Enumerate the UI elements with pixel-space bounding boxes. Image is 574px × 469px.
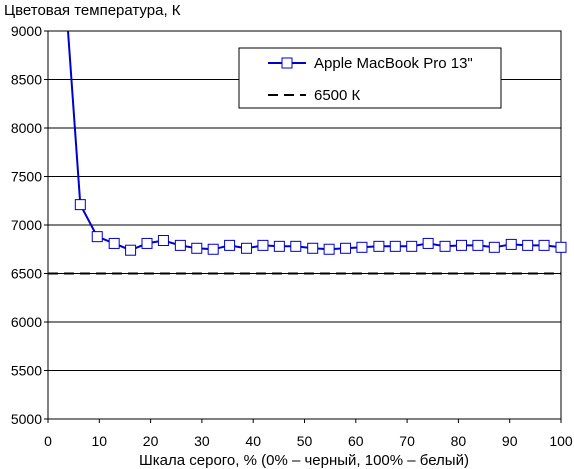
- x-axis: 0 10 20 30 40 50 60 70 80 90 100: [44, 419, 573, 449]
- data-point: [422, 237, 434, 249]
- data-point: [241, 242, 253, 254]
- y-tick-label: 8000: [11, 120, 42, 136]
- x-tick-label: 50: [297, 433, 313, 449]
- x-tick-label: 100: [549, 433, 573, 449]
- x-tick-label: 20: [143, 433, 159, 449]
- legend-swatch-main-marker: [281, 57, 293, 69]
- data-point: [290, 240, 302, 252]
- legend: Apple MacBook Pro 13" 6500 К: [238, 47, 502, 109]
- plot-area-border: [47, 30, 562, 420]
- data-point: [224, 239, 236, 251]
- data-point: [455, 239, 467, 251]
- data-point: [538, 239, 550, 251]
- data-point: [174, 239, 186, 251]
- data-point: [406, 240, 418, 252]
- data-point: [141, 237, 153, 249]
- y-axis: 5000 5500 6000 6500 7000 7500 8000 8500 9000: [11, 23, 48, 427]
- y-tick-label: 9000: [11, 23, 42, 39]
- data-point: [472, 239, 484, 251]
- data-point: [157, 235, 169, 247]
- legend-label-ref: 6500 К: [314, 87, 361, 104]
- data-point: [273, 240, 285, 252]
- y-axis-title: Цветовая температура, К: [4, 2, 181, 19]
- data-point: [389, 240, 401, 252]
- x-tick-label: 60: [348, 433, 364, 449]
- x-tick-label: 0: [44, 433, 52, 449]
- y-tick-label: 7000: [11, 217, 42, 233]
- data-point: [356, 241, 368, 253]
- data-point: [257, 239, 269, 251]
- x-tick-label: 80: [451, 433, 467, 449]
- data-point: [439, 240, 451, 252]
- data-point: [522, 239, 534, 251]
- data-point: [505, 238, 517, 250]
- data-point: [191, 242, 203, 254]
- y-tick-label: 6000: [11, 314, 42, 330]
- y-tick-label: 6500: [11, 266, 42, 282]
- legend-label-main: Apple MacBook Pro 13": [314, 55, 473, 72]
- data-point: [74, 199, 86, 211]
- x-tick-label: 10: [92, 433, 108, 449]
- x-tick-label: 30: [194, 433, 210, 449]
- x-tick-label: 40: [245, 433, 261, 449]
- data-point: [555, 241, 567, 253]
- data-point: [323, 243, 335, 255]
- y-tick-label: 5000: [11, 411, 42, 427]
- data-point: [340, 242, 352, 254]
- y-tick-label: 5500: [11, 363, 42, 379]
- x-tick-label: 70: [399, 433, 415, 449]
- y-tick-label: 7500: [11, 169, 42, 185]
- data-point: [125, 244, 137, 256]
- data-point: [373, 240, 385, 252]
- data-point: [108, 237, 120, 249]
- data-point: [91, 231, 103, 243]
- data-point: [488, 241, 500, 253]
- y-tick-label: 8500: [11, 72, 42, 88]
- x-axis-title: Шкала серого, % (0% – черный, 100% – бел…: [139, 452, 469, 469]
- data-point: [307, 242, 319, 254]
- data-point: [207, 243, 219, 255]
- x-tick-label: 90: [502, 433, 518, 449]
- series-apple-macbook-pro-13: [67, 30, 567, 256]
